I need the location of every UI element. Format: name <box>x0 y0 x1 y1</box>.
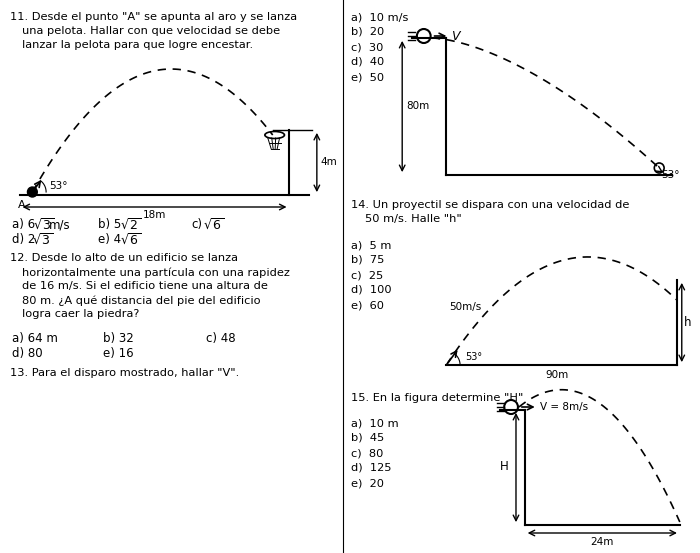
Text: e)  60: e) 60 <box>351 300 384 310</box>
Text: e) 16: e) 16 <box>103 347 134 360</box>
Text: d) 80: d) 80 <box>12 347 43 360</box>
Circle shape <box>27 187 37 197</box>
Text: 15. En la figura determine "H": 15. En la figura determine "H" <box>351 393 524 403</box>
Text: 4m: 4m <box>321 157 337 167</box>
Text: b)  20: b) 20 <box>351 27 384 37</box>
Text: 18m: 18m <box>144 210 167 220</box>
Text: $\sqrt{3}$: $\sqrt{3}$ <box>34 218 55 233</box>
Text: 11. Desde el punto "A" se apunta al aro y se lanza: 11. Desde el punto "A" se apunta al aro … <box>10 12 297 22</box>
Text: $\sqrt{2}$: $\sqrt{2}$ <box>120 218 141 233</box>
Text: $\sqrt{3}$: $\sqrt{3}$ <box>32 233 53 248</box>
Text: a) 64 m: a) 64 m <box>12 332 57 345</box>
Text: c): c) <box>191 218 202 231</box>
Text: c)  80: c) 80 <box>351 448 384 458</box>
Text: 80 m. ¿A qué distancia del pie del edificio: 80 m. ¿A qué distancia del pie del edifi… <box>22 295 260 305</box>
Text: 50m/s: 50m/s <box>449 302 482 312</box>
Text: 12. Desde lo alto de un edificio se lanza: 12. Desde lo alto de un edificio se lanz… <box>10 253 238 263</box>
Text: b)  75: b) 75 <box>351 255 384 265</box>
Text: b) 5: b) 5 <box>98 218 121 231</box>
Text: V = 8m/s: V = 8m/s <box>540 402 588 412</box>
Text: a)  10 m: a) 10 m <box>351 418 399 428</box>
Text: 53°: 53° <box>49 181 67 191</box>
Text: c)  30: c) 30 <box>351 42 384 52</box>
Text: $\sqrt{6}$: $\sqrt{6}$ <box>203 218 224 233</box>
Text: b)  45: b) 45 <box>351 433 384 443</box>
Text: 50 m/s. Halle "h": 50 m/s. Halle "h" <box>365 214 462 224</box>
Text: e) 4: e) 4 <box>98 233 121 246</box>
Text: horizontalmente una partícula con una rapidez: horizontalmente una partícula con una ra… <box>22 267 290 278</box>
Text: 80m: 80m <box>406 101 429 111</box>
Text: c)  25: c) 25 <box>351 270 384 280</box>
Text: 53°: 53° <box>662 170 680 180</box>
Text: a)  10 m/s: a) 10 m/s <box>351 12 409 22</box>
Text: a) 6: a) 6 <box>12 218 35 231</box>
Text: logra caer la piedra?: logra caer la piedra? <box>22 309 139 319</box>
Text: A: A <box>18 200 25 210</box>
Text: d)  125: d) 125 <box>351 463 392 473</box>
Text: b) 32: b) 32 <box>103 332 134 345</box>
Text: de 16 m/s. Si el edificio tiene una altura de: de 16 m/s. Si el edificio tiene una altu… <box>22 281 267 291</box>
Text: 24m: 24m <box>591 537 614 547</box>
Text: c) 48: c) 48 <box>206 332 236 345</box>
Text: h: h <box>684 316 691 328</box>
Text: d)  100: d) 100 <box>351 285 392 295</box>
Text: d)  40: d) 40 <box>351 57 384 67</box>
Text: e)  50: e) 50 <box>351 72 384 82</box>
Text: H: H <box>500 461 509 473</box>
Text: lanzar la pelota para que logre encestar.: lanzar la pelota para que logre encestar… <box>22 40 253 50</box>
Text: d) 2: d) 2 <box>12 233 35 246</box>
Text: 14. Un proyectil se dispara con una velocidad de: 14. Un proyectil se dispara con una velo… <box>351 200 629 210</box>
Text: 13. Para el disparo mostrado, hallar "V".: 13. Para el disparo mostrado, hallar "V"… <box>10 368 239 378</box>
Text: una pelota. Hallar con que velocidad se debe: una pelota. Hallar con que velocidad se … <box>22 26 280 36</box>
Text: m/s: m/s <box>49 218 71 231</box>
Text: 53°: 53° <box>465 352 482 362</box>
Text: a)  5 m: a) 5 m <box>351 240 391 250</box>
Text: $\sqrt{6}$: $\sqrt{6}$ <box>120 233 141 248</box>
Text: 90m: 90m <box>545 370 569 380</box>
Text: e)  20: e) 20 <box>351 478 384 488</box>
Text: V: V <box>452 30 460 43</box>
